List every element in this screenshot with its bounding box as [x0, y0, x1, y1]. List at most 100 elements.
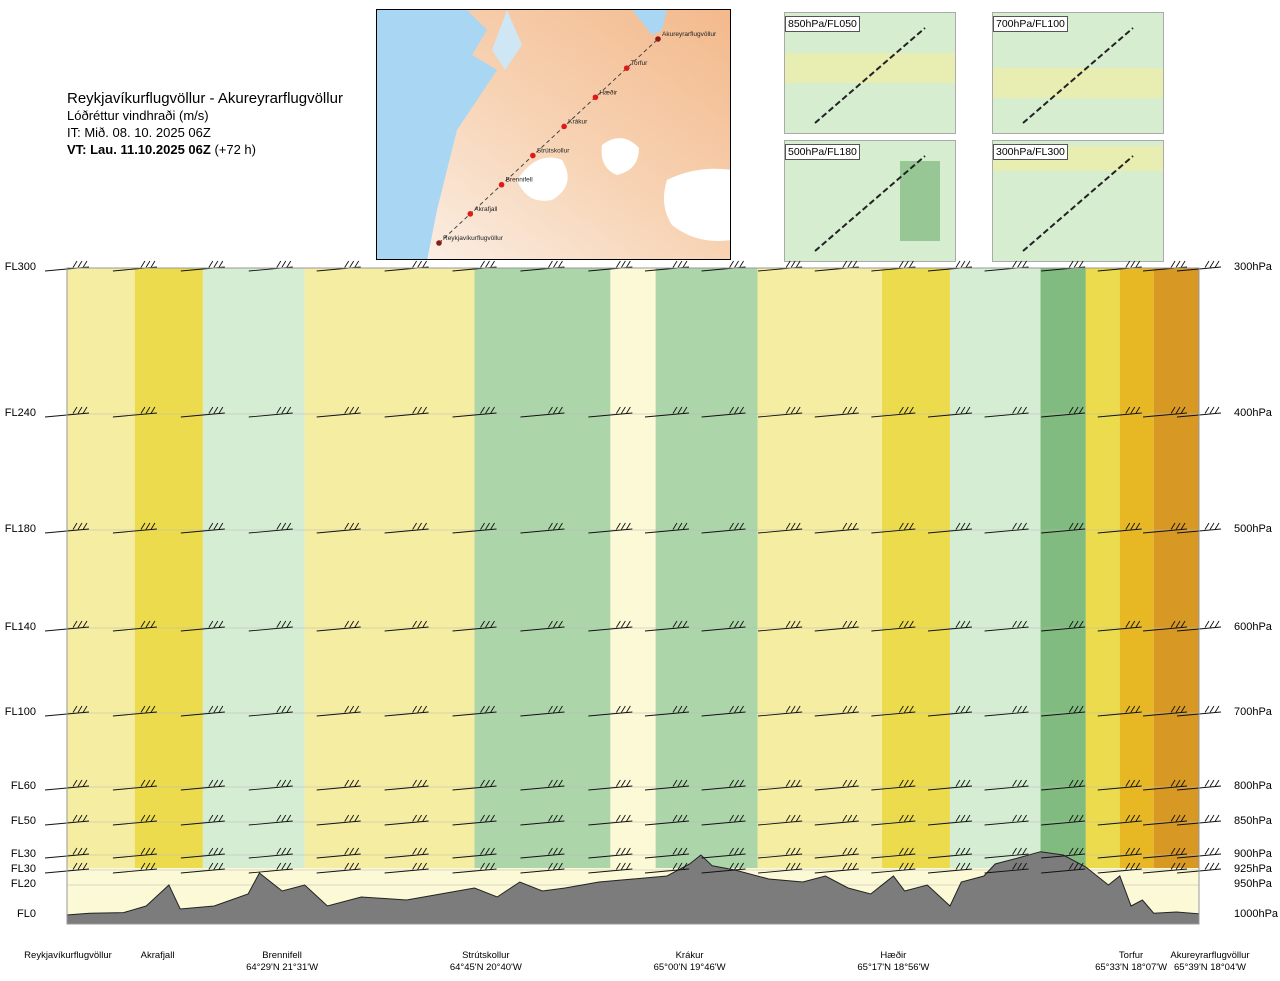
waypoint-coord: 65°00'N 19°46'W — [653, 962, 726, 973]
pressure-level-label: 850hPa — [1234, 815, 1272, 827]
wind-barb — [758, 779, 803, 791]
minimap-850: 850hPa/FL050 — [784, 12, 956, 134]
waypoint-label: Brennifell 64°29'N 21°31'W — [227, 950, 337, 974]
map-waypoint: Hæðir — [592, 88, 618, 101]
map-waypoint: Krákur — [561, 118, 588, 130]
wind-barb — [814, 406, 859, 418]
map-waypoint-label: Akureyrarflugvöllur — [662, 31, 717, 38]
wind-barb — [180, 814, 225, 826]
wind-barb — [180, 779, 225, 791]
wind-barb — [112, 522, 157, 534]
wind-barb — [927, 779, 973, 791]
pressure-level-label: 600hPa — [1234, 621, 1272, 633]
wind-barb — [316, 862, 361, 874]
wind-barb — [927, 814, 973, 826]
wind-barb — [701, 705, 746, 717]
map-waypoint-label: Hæðir — [599, 88, 618, 96]
wind-barb — [1097, 814, 1142, 826]
wind-barb — [814, 847, 859, 859]
wind-barb — [644, 779, 690, 791]
map-waypoint-dot — [592, 94, 599, 101]
waypoint-label: Torfur 65°33'N 18°07'W — [1076, 950, 1186, 974]
wind-barb — [701, 522, 746, 534]
wind-barb — [520, 862, 565, 874]
wind-barb — [588, 814, 633, 826]
velocity-band-1 — [134, 268, 203, 868]
map-route-line — [438, 38, 659, 244]
minimap-700: 700hPa/FL100 — [992, 12, 1164, 134]
wind-barb — [1041, 862, 1086, 874]
wind-barbs — [44, 260, 1222, 874]
header: Reykjavíkurflugvöllur - Akureyrarflugvöl… — [67, 90, 343, 158]
wind-barb — [758, 862, 803, 874]
wind-barb — [871, 705, 916, 717]
flight-level-label: FL60 — [10, 780, 36, 792]
wind-barb — [520, 620, 565, 632]
route-title: Reykjavíkurflugvöllur - Akureyrarflugvöl… — [67, 90, 343, 107]
minimap-300-svg — [993, 141, 1163, 261]
wind-barb — [984, 847, 1029, 859]
flight-level-label: FL300 — [4, 261, 36, 273]
wind-barb — [1041, 814, 1086, 826]
wind-barb — [180, 620, 225, 632]
parameter-label: Lóðréttur vindhraði (m/s) — [67, 108, 209, 123]
wind-barb — [1142, 406, 1188, 418]
wind-barb — [871, 847, 916, 859]
wind-barb — [112, 779, 157, 791]
waypoint-name: Akureyrarflugvöllur — [1170, 950, 1250, 961]
wind-barb — [701, 862, 746, 874]
wind-barb — [1142, 620, 1188, 632]
wind-barb — [316, 406, 361, 418]
waypoint-label: Hæðir 65°17'N 18°56'W — [838, 950, 948, 974]
terrain-area — [66, 851, 1200, 925]
map-waypoint-dot — [530, 152, 536, 159]
wind-barb — [384, 862, 429, 874]
minimap-700-route — [1022, 27, 1134, 124]
wind-barb — [814, 862, 859, 874]
wind-barb — [452, 406, 497, 418]
wind-barb — [520, 847, 565, 859]
map-waypoint-dot — [623, 65, 630, 71]
wind-barb — [1041, 705, 1086, 717]
velocity-band-3 — [304, 268, 475, 868]
wind-barb — [1142, 779, 1188, 791]
waypoint-name: Hæðir — [880, 950, 907, 961]
wind-barb — [180, 406, 225, 418]
wind-barb — [1097, 847, 1142, 859]
wind-barb — [758, 620, 803, 632]
wind-barb — [520, 814, 565, 826]
wind-barb — [1097, 779, 1142, 791]
pressure-level-label: 925hPa — [1234, 863, 1272, 875]
velocity-band-7 — [757, 268, 883, 868]
wind-barb — [927, 522, 973, 534]
wind-barb — [927, 620, 973, 632]
wind-barb — [701, 620, 746, 632]
valid-time-date: VT: Lau. 11.10.2025 06Z — [67, 142, 211, 157]
wind-barb — [1142, 814, 1188, 826]
waypoint-label: Reykjavíkurflugvöllur — [13, 950, 123, 962]
minimap-850-route — [814, 27, 926, 124]
wind-barb — [452, 705, 497, 717]
velocity-band-8 — [882, 268, 950, 868]
wind-barb — [758, 705, 803, 717]
waypoint-coord: 64°29'N 21°31'W — [246, 962, 319, 973]
wind-barb — [814, 620, 859, 632]
pressure-level-label: 1000hPa — [1234, 908, 1279, 920]
minimap-500-svg — [785, 141, 955, 261]
flight-level-label: FL140 — [4, 621, 36, 633]
wind-barb — [1142, 705, 1188, 717]
minimap-700-label: 700hPa/FL100 — [993, 16, 1068, 32]
map-waypoints: Akureyrarflugvöllur Torfur Hæðir Krákur Strú… — [436, 31, 717, 246]
pressure-level-label: 700hPa — [1234, 706, 1272, 718]
wind-barb — [1041, 847, 1086, 859]
wind-barb — [814, 522, 859, 534]
flight-level-label: FL50 — [10, 815, 36, 827]
flight-level-label: FL30 — [10, 863, 36, 875]
waypoint-label: Strútskollur 64°45'N 20°40'W — [431, 950, 541, 974]
wind-barb — [758, 814, 803, 826]
velocity-band-13 — [1153, 268, 1199, 868]
wind-barb — [814, 814, 859, 826]
velocity-band-6 — [655, 268, 758, 868]
wind-barb — [316, 705, 361, 717]
map-waypoint: Akrafjall — [467, 206, 498, 217]
